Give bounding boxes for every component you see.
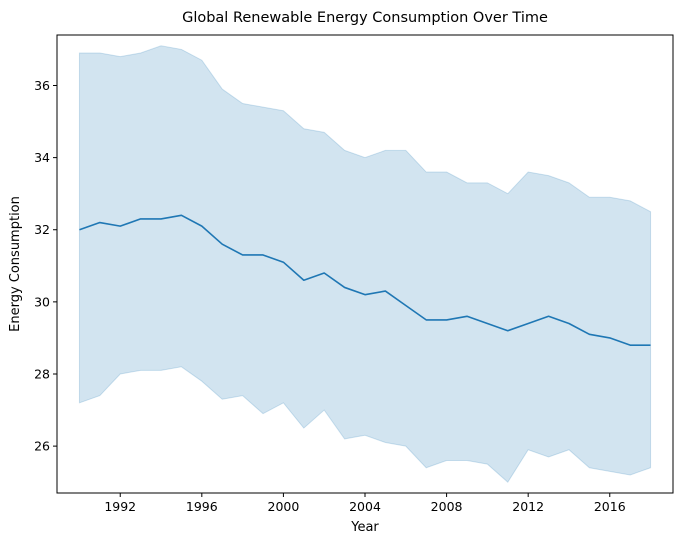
x-tick-label: 2004 — [349, 499, 381, 514]
x-axis-label: Year — [350, 520, 379, 535]
x-tick-label: 1992 — [104, 499, 136, 514]
x-tick-label: 2000 — [268, 499, 300, 514]
y-tick-label: 34 — [34, 150, 50, 165]
confidence-band-layer — [78, 45, 652, 483]
y-tick-label: 30 — [34, 294, 50, 309]
y-axis: 26 28 30 32 34 36 — [34, 78, 57, 454]
y-tick-label: 36 — [34, 78, 50, 93]
y-tick-label: 28 — [34, 366, 50, 381]
x-axis: 1992 1996 2000 2004 2008 2012 2016 — [104, 493, 626, 514]
series-line-layer — [79, 214, 651, 346]
y-axis-label: Energy Consumption — [8, 196, 23, 332]
chart-title: Global Renewable Energy Consumption Over… — [182, 10, 548, 26]
y-tick-label: 26 — [34, 439, 50, 454]
x-tick-label: 2016 — [594, 499, 626, 514]
confidence-band — [78, 45, 652, 483]
x-tick-label: 2008 — [431, 499, 463, 514]
series-line — [79, 214, 651, 346]
x-tick-label: 1996 — [186, 499, 218, 514]
x-tick-label: 2012 — [512, 499, 544, 514]
y-tick-label: 32 — [34, 222, 50, 237]
